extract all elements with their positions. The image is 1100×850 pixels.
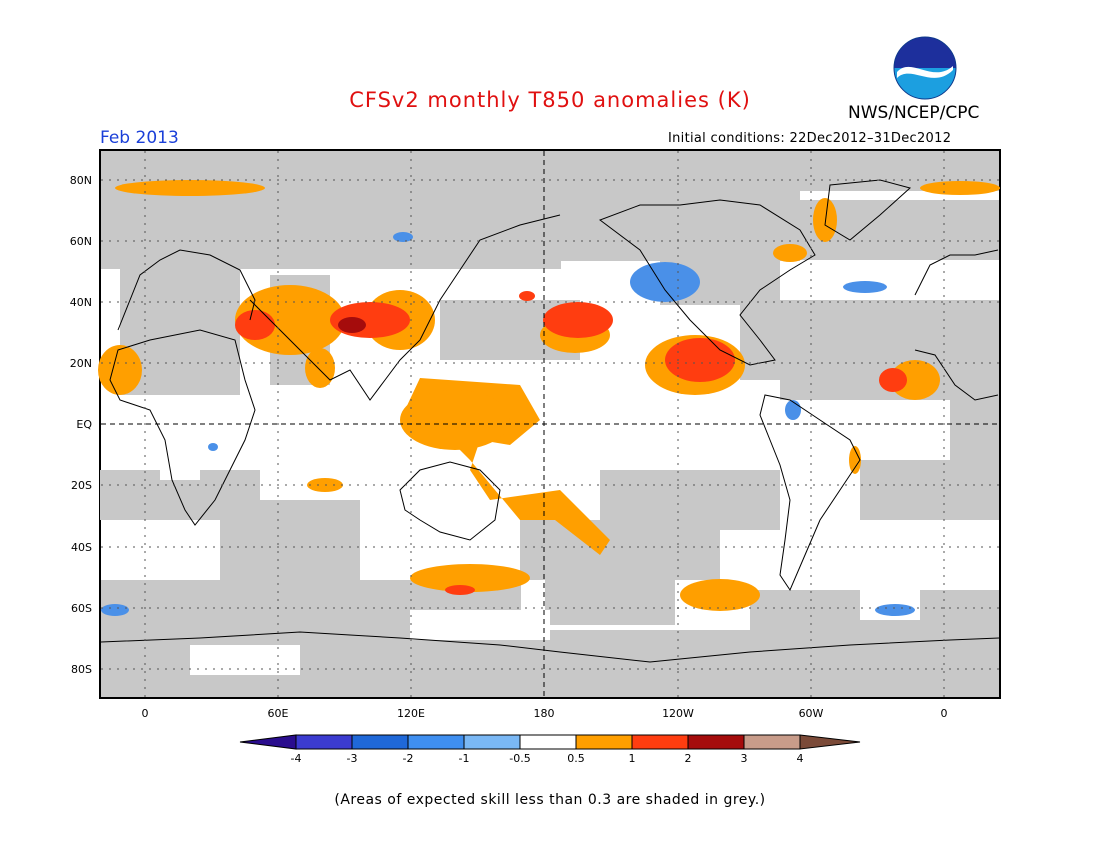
- lat-label: 80S: [71, 663, 92, 676]
- w-africa-right-coast: [914, 349, 999, 401]
- lat-label: 20S: [71, 479, 92, 492]
- lat-label: 60N: [70, 235, 92, 248]
- colorbar-swatch: [351, 734, 409, 750]
- colorbar-label: -1: [459, 752, 470, 765]
- colorbar-swatch: [631, 734, 689, 750]
- lat-label: 40N: [70, 296, 92, 309]
- colorbar-swatch: [463, 734, 521, 750]
- colorbar-swatch: [407, 734, 465, 750]
- w-europe-right-coast: [914, 249, 999, 296]
- colorbar-label: -4: [291, 752, 302, 765]
- colorbar-label: 4: [797, 752, 804, 765]
- noaa-logo: [893, 36, 957, 100]
- lat-label: EQ: [76, 418, 92, 431]
- colorbar-swatch: [743, 734, 801, 750]
- greenland-coast: [824, 179, 912, 241]
- forecast-month: Feb 2013: [100, 128, 179, 148]
- asia-coast: [249, 214, 561, 401]
- latitude-labels: 80N 60N 40N 20N EQ 20S 40S 60S 80S: [70, 174, 93, 676]
- colorbar: [239, 734, 861, 750]
- colorbar-labels: -4 -3 -2 -1 -0.5 0.5 1 2 3 4: [291, 752, 804, 765]
- initial-conditions: Initial conditions: 22Dec2012–31Dec2012: [668, 131, 952, 146]
- colorbar-label: -2: [403, 752, 414, 765]
- warm-anomaly-2-3: [338, 317, 366, 333]
- colorbar-label: 0.5: [567, 752, 585, 765]
- lat-label: 20N: [70, 357, 92, 370]
- lon-label: 120W: [662, 707, 694, 720]
- lon-label: 120E: [397, 707, 425, 720]
- colorbar-arrow-left: [239, 734, 297, 750]
- coastlines: [100, 179, 1000, 663]
- colorbar-swatch: [687, 734, 745, 750]
- colorbar-swatch: [295, 734, 353, 750]
- skill-footnote: (Areas of expected skill less than 0.3 a…: [334, 792, 766, 808]
- s-america-coast: [759, 394, 861, 592]
- equator-dateline: [101, 151, 999, 697]
- lat-label: 40S: [71, 541, 92, 554]
- lon-label: 0: [941, 707, 948, 720]
- colorbar-swatch: [519, 734, 577, 750]
- colorbar-label: -0.5: [509, 752, 530, 765]
- colorbar-label: 3: [741, 752, 748, 765]
- lat-label: 60S: [71, 602, 92, 615]
- lon-label: 60E: [268, 707, 289, 720]
- agency-label: NWS/NCEP/CPC: [848, 103, 980, 123]
- australia-coast: [399, 461, 501, 541]
- colorbar-label: -3: [347, 752, 358, 765]
- cool-anomaly: [101, 232, 915, 616]
- lat-label: 80N: [70, 174, 92, 187]
- longitude-labels: 0 60E 120E 180 120W 60W 0: [142, 707, 948, 720]
- colorbar-swatch: [575, 734, 633, 750]
- colorbar-arrow-right: [799, 734, 861, 750]
- map-title: CFSv2 monthly T850 anomalies (K): [349, 88, 751, 112]
- colorbar-label: 1: [629, 752, 636, 765]
- antarctica-coast: [100, 631, 1000, 663]
- europe-coast: [117, 249, 256, 331]
- africa-coast: [109, 329, 256, 526]
- colorbar-label: 2: [685, 752, 692, 765]
- lon-label: 60W: [799, 707, 824, 720]
- lon-label: 180: [534, 707, 555, 720]
- lon-label: 0: [142, 707, 149, 720]
